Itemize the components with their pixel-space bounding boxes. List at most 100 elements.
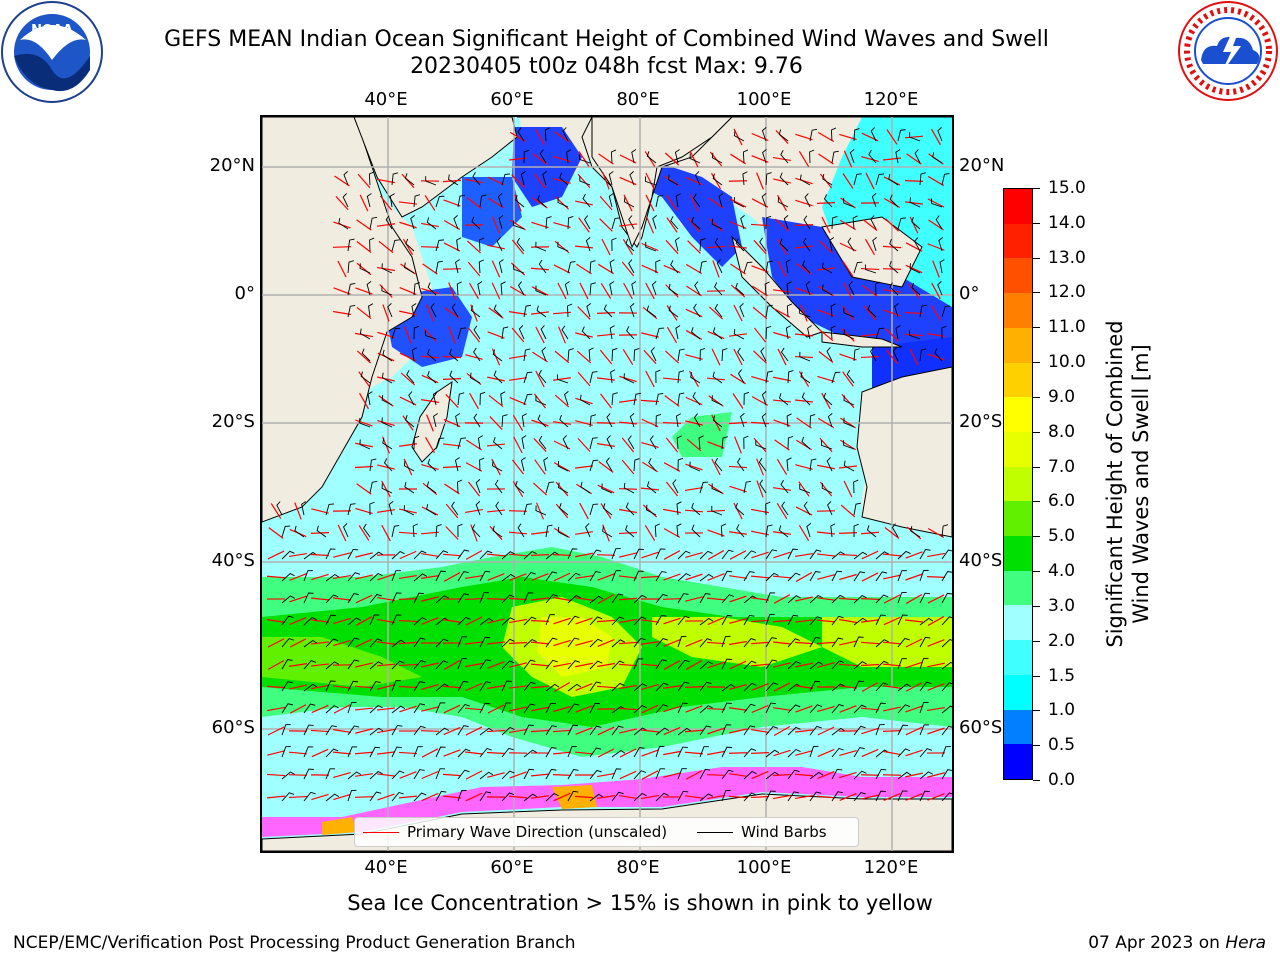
wave-direction-arrow (817, 706, 835, 712)
wave-direction-arrow (445, 394, 459, 408)
wave-direction-arrow (663, 617, 681, 625)
wave-direction-arrow (734, 436, 742, 454)
legend-label: Primary Wave Direction (unscaled) (407, 823, 668, 841)
wave-direction-arrow (882, 289, 902, 293)
wind-barb (611, 725, 624, 736)
wave-direction-arrow (443, 619, 461, 623)
wave-direction-arrow (622, 349, 634, 365)
wave-direction-arrow (577, 371, 591, 387)
colorbar-tick-mark (1033, 640, 1040, 642)
wind-barb (457, 194, 465, 208)
wave-direction-arrow (508, 685, 528, 689)
wind-barb (655, 792, 669, 802)
wind-barb (809, 149, 815, 164)
wind-barb (736, 457, 745, 472)
wind-barb (799, 484, 811, 494)
wave-direction-arrow (599, 349, 613, 365)
wave-direction-arrow (337, 524, 347, 542)
wind-barb (381, 417, 393, 428)
wind-barb (381, 395, 393, 406)
wave-direction-arrow (508, 795, 528, 799)
wave-direction-arrow (421, 683, 439, 691)
wave-direction-arrow (932, 260, 940, 278)
wind-barb (803, 215, 811, 230)
wave-direction-arrow (534, 173, 546, 189)
wind-barb (303, 570, 313, 582)
wave-direction-arrow (311, 573, 329, 581)
wind-barb (611, 639, 625, 648)
wind-barb (557, 241, 569, 252)
wind-barb (411, 347, 417, 362)
wave-direction-arrow (354, 751, 374, 755)
wind-barb (455, 413, 461, 428)
wave-direction-arrow (443, 704, 461, 714)
wind-barb (699, 725, 712, 736)
wave-direction-arrow (690, 194, 698, 212)
wave-direction-arrow (905, 594, 923, 604)
wind-barb (369, 551, 384, 560)
wind-barb (826, 347, 833, 362)
wind-barb (919, 771, 933, 780)
wave-direction-arrow (488, 394, 504, 408)
wave-direction-arrow (596, 619, 616, 623)
wind-barb (435, 570, 446, 582)
wave-direction-arrow (862, 285, 878, 297)
wave-direction-arrow (750, 641, 770, 645)
wind-barb (523, 616, 537, 626)
wind-barb (523, 550, 537, 560)
wave-direction-arrow (399, 705, 417, 713)
wave-direction-arrow (288, 774, 308, 776)
wave-direction-arrow (600, 283, 612, 299)
wave-direction-arrow (553, 792, 571, 802)
wave-direction-arrow (772, 619, 792, 623)
wind-barb (743, 770, 757, 780)
wind-barb (382, 349, 393, 362)
wind-barb (479, 636, 491, 648)
wave-direction-arrow (794, 619, 814, 623)
wind-barb (347, 789, 357, 802)
wind-barb (941, 524, 949, 538)
wind-barb (787, 748, 801, 758)
wind-barb (366, 193, 372, 208)
wind-barb (843, 395, 855, 406)
wind-barb (325, 768, 336, 780)
wind-barb (388, 501, 394, 516)
wind-barb (601, 483, 613, 494)
wave-direction-arrow (355, 594, 373, 604)
wave-direction-arrow (596, 312, 616, 314)
colorbar-segment (1004, 189, 1032, 224)
wind-barb (787, 769, 800, 780)
wave-direction-arrow (575, 640, 593, 646)
wind-barb (523, 592, 534, 604)
wave-direction-arrow (796, 263, 812, 275)
wind-barb (479, 617, 494, 626)
wave-direction-arrow (708, 306, 724, 320)
wave-direction-arrow (664, 152, 680, 166)
wind-barb (699, 681, 712, 692)
wind-barb (457, 616, 471, 626)
wind-barb (786, 303, 793, 318)
wind-barb (843, 440, 855, 450)
wave-direction-arrow (728, 421, 748, 425)
wind-barb (742, 171, 748, 186)
wind-barb (479, 550, 493, 560)
wave-direction-arrow (465, 770, 483, 780)
wind-barb (501, 726, 515, 736)
wind-barb (831, 371, 841, 384)
wave-direction-arrow (491, 260, 501, 278)
wave-direction-arrow (332, 246, 352, 248)
wind-barb (633, 594, 647, 604)
wind-barb (457, 549, 470, 560)
wave-direction-arrow (663, 550, 681, 560)
wave-direction-arrow (817, 464, 835, 470)
wind-barb (606, 435, 613, 450)
wind-barb (743, 703, 756, 714)
wind-barb (589, 725, 602, 736)
wave-direction-arrow (773, 531, 791, 535)
wind-barb (338, 217, 349, 230)
wave-direction-arrow (818, 328, 834, 342)
wind-barb (457, 571, 469, 582)
wave-direction-arrow (553, 596, 571, 602)
wave-direction-arrow (553, 178, 571, 184)
wave-direction-arrow (860, 619, 880, 623)
